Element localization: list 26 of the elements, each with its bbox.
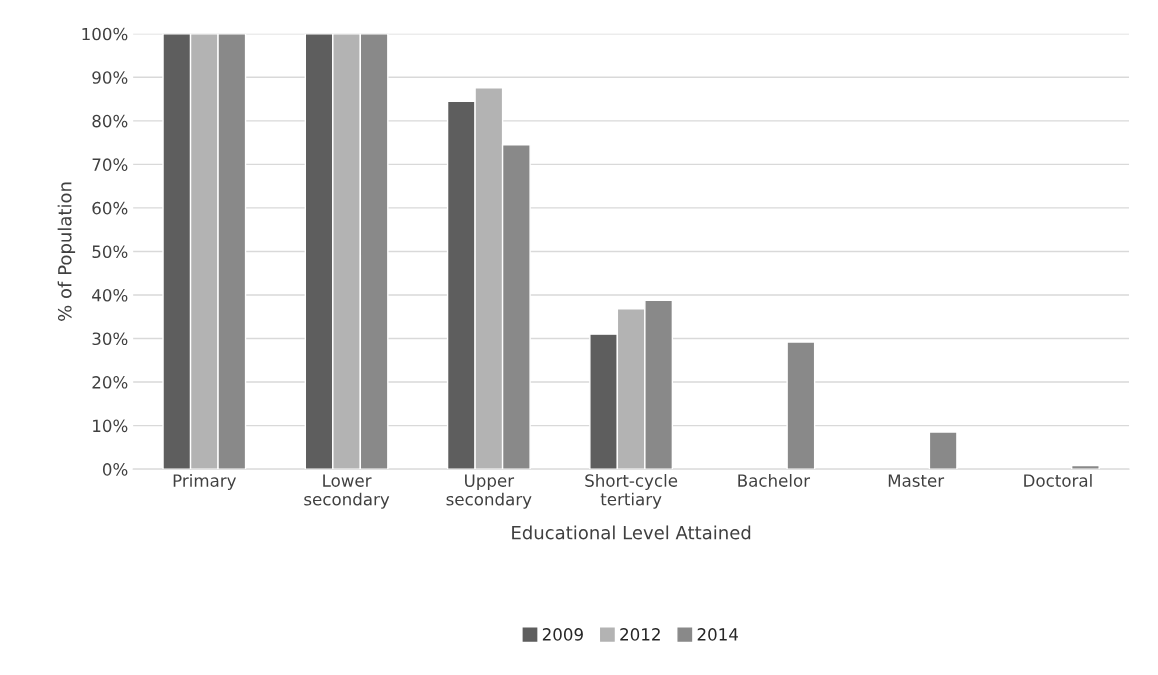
x-tick-label: Bachelor <box>738 473 811 487</box>
y-tick-label: 100% <box>82 27 128 41</box>
bar <box>1070 464 1100 470</box>
y-tick-label: 70% <box>92 158 128 171</box>
x-tick-label: Primary <box>173 473 237 491</box>
x-axis-title: Educational Level Attained <box>512 525 751 540</box>
y-tick-label: 60% <box>92 201 128 215</box>
y-tick-label: 50% <box>92 245 128 259</box>
bar <box>928 431 958 470</box>
y-tick-label: 80% <box>92 114 128 128</box>
x-tick-label: Lower secondary <box>304 474 390 509</box>
legend-label: 2009 <box>542 628 583 641</box>
x-tick-label: Doctoral <box>1024 473 1092 487</box>
x-tick-label: Master <box>888 474 945 487</box>
x-tick-label: Upper secondary <box>446 474 532 509</box>
y-tick-label: 90% <box>92 71 128 84</box>
bar <box>786 341 816 470</box>
y-tick-label: 30% <box>92 332 128 346</box>
y-tick-label: 0% <box>102 463 128 476</box>
x-tick-label: Short-cycle tertiary <box>585 473 678 509</box>
legend-label: 2014 <box>697 628 738 641</box>
y-axis-title: % of Population <box>57 182 76 321</box>
y-tick-label: 20% <box>92 376 128 389</box>
y-tick-label: 40% <box>92 288 128 302</box>
y-tick-label: 10% <box>93 419 128 433</box>
legend-label: 2012 <box>620 628 660 641</box>
